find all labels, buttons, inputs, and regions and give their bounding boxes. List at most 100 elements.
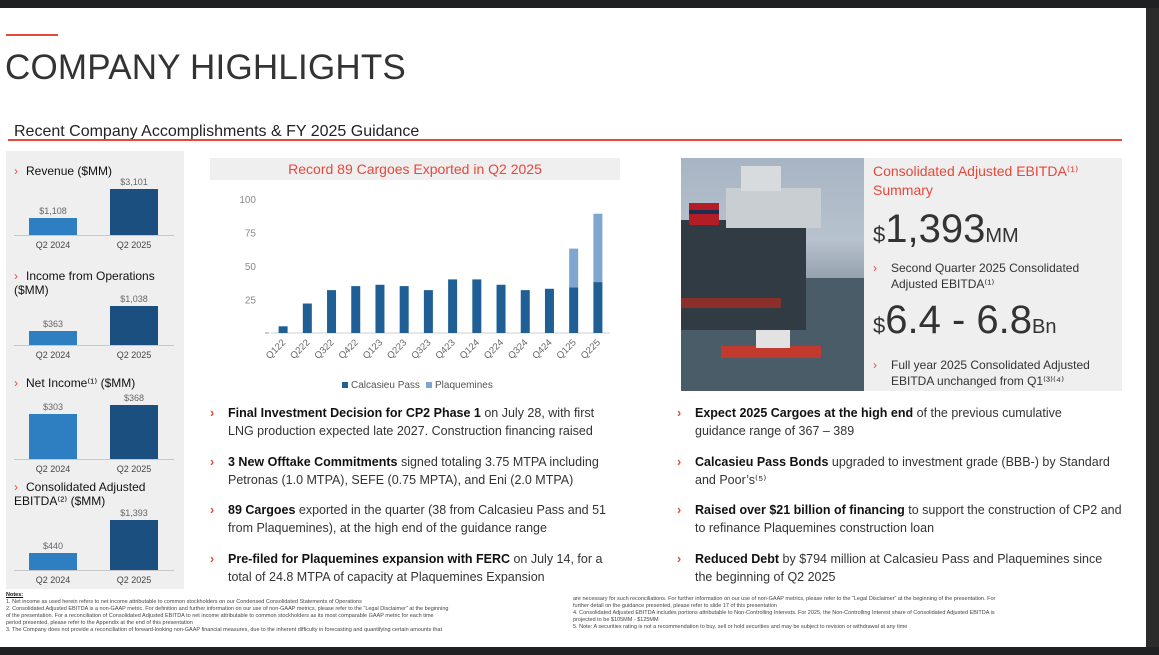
bar-value-label: $3,101	[120, 177, 148, 187]
x-tick-label: Q125	[555, 337, 579, 361]
bullet-text: on July 14, for a total of 24.8 MTPA of …	[228, 552, 603, 584]
bar-calcasieu-pass-q122	[278, 326, 288, 333]
y-tick-label: 25	[245, 296, 257, 307]
chevron-right-icon: ›	[677, 503, 682, 517]
legend-swatch-plaquemines	[426, 382, 432, 388]
bar-calcasieu-pass-q324	[520, 290, 530, 333]
x-tick-label: Q122	[264, 337, 288, 361]
note-line: of the presentation. For a reconciliatio…	[6, 613, 434, 619]
bar-value-label: $1,393	[120, 508, 148, 518]
bullet-text: by $794 million at Calcasieu Pass and Pl…	[695, 552, 1103, 584]
baseline	[14, 345, 174, 346]
ship-funnel	[689, 203, 719, 225]
fy-ebitda-guidance-value: $6.4 - 6.8Bn	[873, 298, 1057, 342]
x-tick-label: Q323	[409, 337, 433, 361]
bar-q2-2024	[29, 218, 77, 235]
bar-value-label: $1,108	[39, 206, 67, 216]
category-label: Q2 2024	[35, 240, 71, 250]
note-line: are necessary for such reconciliations. …	[573, 596, 996, 602]
bullet-bold: Expect 2025 Cargoes at the high end	[695, 406, 914, 420]
mini-chart-title: Revenue ($MM)	[26, 164, 113, 178]
note-line: further detail on the guidance presented…	[573, 603, 777, 609]
mini-chart-title: Net Income⁽¹⁾ ($MM)	[26, 376, 136, 390]
x-tick-label: Q124	[458, 337, 482, 361]
chevron-right-icon: ›	[14, 164, 18, 178]
bullet-bonds: › Calcasieu Pass Bonds upgraded to invest…	[677, 453, 1115, 489]
bar-calcasieu-pass-q124	[472, 279, 482, 333]
category-label: Q2 2024	[35, 464, 71, 474]
category-label: Q2 2025	[116, 575, 152, 585]
note-line: projected to be $105MM - $125MM	[573, 617, 659, 623]
bullet-bold: Calcasieu Pass Bonds	[695, 455, 829, 469]
ship-superstructure	[726, 188, 821, 228]
category-label: Q2 2025	[116, 350, 152, 360]
summary-heading: Consolidated Adjusted EBITDA⁽¹⁾ Summary	[873, 163, 1079, 198]
mini-chart-title: Consolidated Adjusted EBITDA⁽²⁾ ($MM)	[14, 480, 146, 508]
legend-swatch-calcasieu-pass	[342, 382, 348, 388]
notes-heading: Notes:	[6, 592, 24, 598]
chevron-right-icon: ›	[210, 455, 215, 469]
subtitle-rule	[8, 139, 1122, 141]
bullet-cargoes: › 89 Cargoes exported in the quarter (38 …	[210, 501, 613, 537]
chevron-right-icon: ›	[210, 503, 215, 517]
bar-value-label: $303	[42, 402, 64, 412]
bar-calcasieu-pass-q123	[375, 284, 385, 333]
title-accent-line	[6, 34, 58, 36]
category-label: Q2 2025	[116, 240, 152, 250]
bullet-financing: › Raised over $21 billion of financing to…	[677, 501, 1125, 537]
lng-tanker-photo	[681, 158, 864, 391]
ship-hull	[681, 220, 806, 330]
chevron-right-icon: ›	[873, 261, 877, 275]
notes-right: are necessary for such reconciliations. …	[573, 596, 1128, 631]
bar-plaquemines-q225	[593, 213, 603, 283]
chart-title-background	[210, 158, 620, 180]
x-tick-label: Q222	[288, 337, 312, 361]
chevron-right-icon: ›	[677, 552, 682, 566]
q2-ebitda-value: $1,393MM	[873, 207, 1019, 251]
bar-q2-2025	[110, 306, 158, 345]
bar-calcasieu-pass-q222	[302, 303, 312, 333]
category-label: Q2 2024	[35, 575, 71, 585]
mini-chart-title: Income from Operations ($MM)	[14, 269, 155, 297]
metrics-panel: › Revenue ($MM) $1,108 $3,101 Q2 2024 Q2 …	[6, 151, 184, 589]
bar-calcasieu-pass-q225	[593, 282, 603, 333]
q2-ebitda-description: › Second Quarter 2025 Consolidated Adjust…	[873, 261, 1080, 291]
bar-calcasieu-pass-q424	[544, 288, 554, 333]
bar-value-label: $363	[42, 319, 64, 329]
chevron-right-icon: ›	[210, 406, 215, 420]
ebitda-summary-panel	[864, 158, 1122, 391]
chevron-right-icon: ›	[873, 358, 877, 372]
bullet-text: of the previous cumulative guidance rang…	[695, 406, 1062, 438]
bullet-text: exported in the quarter (38 from Calcasi…	[228, 503, 606, 535]
bar-value-label: $440	[42, 541, 64, 551]
scrollbar[interactable]	[1146, 8, 1159, 647]
page-title: COMPANY HIGHLIGHTS	[5, 48, 406, 87]
income-from-operations-mini-chart: › Income from Operations ($MM) $363 $1,03…	[6, 255, 184, 365]
chevron-right-icon: ›	[14, 269, 18, 283]
bar-q2-2024	[29, 553, 77, 570]
bullet-offtake: › 3 New Offtake Commitments signed totali…	[210, 453, 613, 489]
x-tick-label: Q324	[506, 337, 530, 361]
baseline	[14, 570, 174, 571]
note-line: period presented, please refer to the Ap…	[6, 620, 193, 626]
net-income-mini-chart: › Net Income⁽¹⁾ ($MM) $303 $368 Q2 2024 Q…	[6, 365, 184, 477]
bullet-text: on July 28, with first LNG production ex…	[228, 406, 595, 438]
bullet-bold: 3 New Offtake Commitments	[228, 455, 398, 469]
notes-left: Notes: 1. Net income as used herein refe…	[6, 592, 561, 634]
note-line: 2. Consolidated Adjusted EBITDA is a non…	[6, 606, 449, 612]
bar-plaquemines-q125	[569, 248, 579, 288]
note-line: 4. Consolidated Adjusted EBITDA includes…	[573, 610, 995, 616]
bar-calcasieu-pass-q322	[327, 290, 337, 333]
tugboat	[721, 346, 821, 358]
bar-q2-2025	[110, 189, 158, 235]
bullet-text: to support the construction of CP2 and t…	[695, 503, 1122, 535]
bullet-bold: Raised over $21 billion of financing	[695, 503, 905, 517]
legend-label: Calcasieu Pass	[351, 380, 420, 391]
x-tick-label: Q123	[361, 337, 385, 361]
chevron-right-icon: ›	[210, 552, 215, 566]
chevron-right-icon: ›	[677, 455, 682, 469]
bar-q2-2025	[110, 520, 158, 570]
chevron-right-icon: ›	[14, 376, 18, 390]
page-subtitle: Recent Company Accomplishments & FY 2025…	[14, 123, 420, 140]
x-tick-label: Q322	[312, 337, 336, 361]
